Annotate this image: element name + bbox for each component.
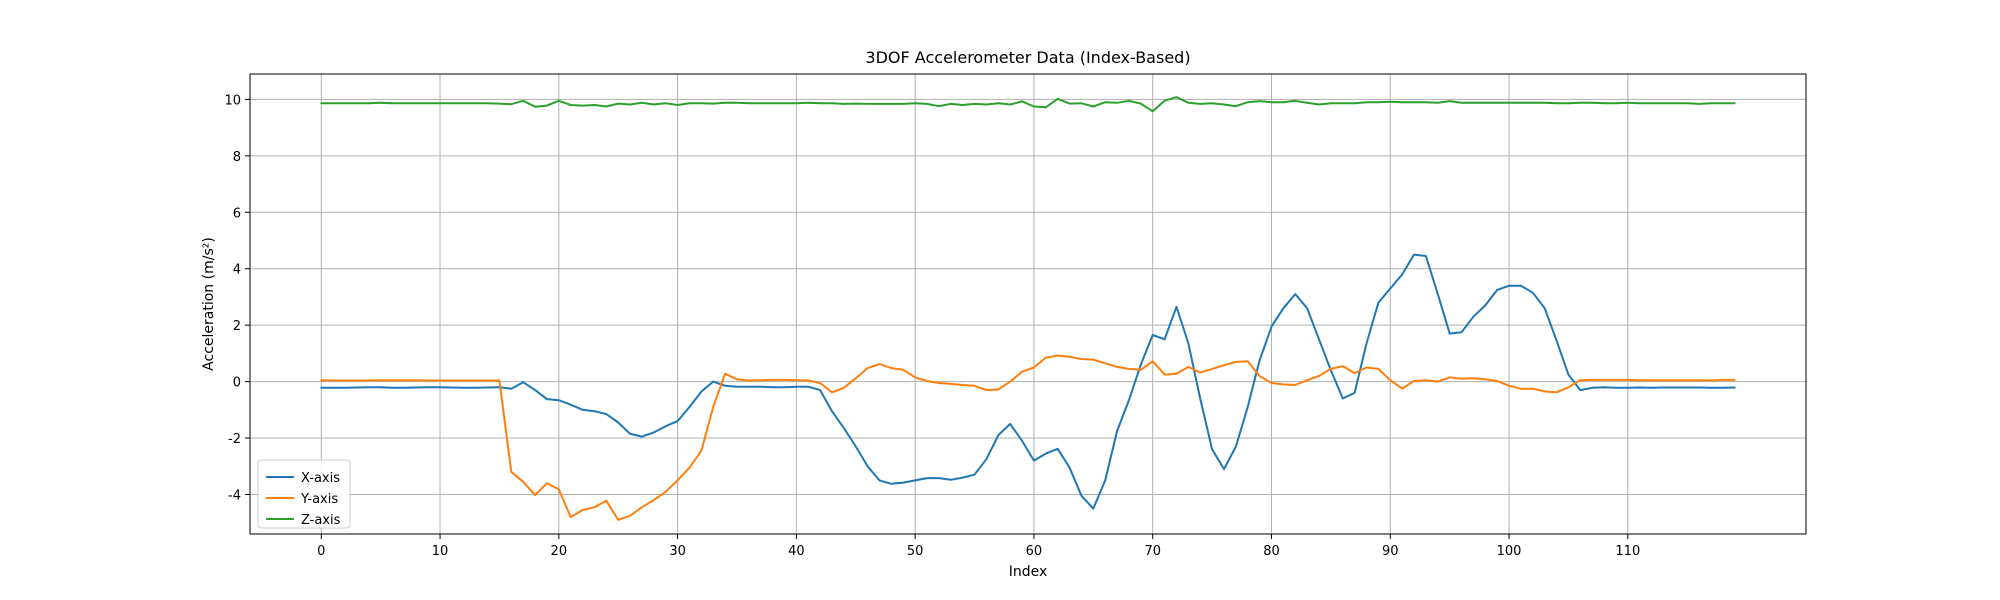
- x-axis: 0 10 20 30 40 50 60 70 80 90 100 110: [317, 534, 1640, 559]
- y-axis-label: Acceleration (m/s²): [201, 237, 217, 371]
- legend-label: Y-axis: [300, 492, 338, 507]
- x-tick-label: 60: [1026, 544, 1043, 559]
- x-tick-label: 40: [788, 544, 805, 559]
- series-line-z-axis: [320, 96, 1736, 113]
- x-tick-label: 20: [551, 544, 568, 559]
- y-tick-label: -2: [228, 432, 241, 447]
- x-tick-label: 80: [1263, 544, 1280, 559]
- x-tick-label: 90: [1382, 544, 1399, 559]
- y-tick-label: 10: [224, 93, 241, 108]
- x-axis-label: Index: [1009, 564, 1048, 580]
- y-tick-label: 8: [233, 150, 241, 165]
- chart-title: 3DOF Accelerometer Data (Index-Based): [865, 48, 1190, 67]
- x-tick-label: 30: [669, 544, 686, 559]
- y-tick-label: 2: [233, 319, 241, 334]
- x-tick-label: 10: [432, 544, 449, 559]
- y-tick-label: 6: [233, 206, 241, 221]
- legend-label: Z-axis: [301, 513, 341, 528]
- x-tick-label: 50: [907, 544, 924, 559]
- series-line-x-axis: [320, 253, 1736, 510]
- y-tick-label: 4: [233, 263, 241, 278]
- series-line-y-axis: [320, 354, 1736, 521]
- y-axis: -4 -2 0 2 4 6 8 10: [224, 93, 250, 503]
- legend-label: X-axis: [301, 471, 340, 486]
- y-tick-label: -4: [228, 488, 241, 503]
- plot-frame: [249, 73, 1807, 535]
- x-tick-label: 100: [1497, 544, 1522, 559]
- x-tick-label: 70: [1144, 544, 1161, 559]
- x-tick-label: 110: [1615, 544, 1640, 559]
- legend: X-axis Y-axis Z-axis: [257, 459, 351, 529]
- grid: [250, 74, 1806, 534]
- x-tick-label: 0: [317, 544, 325, 559]
- y-tick-label: 0: [233, 376, 241, 391]
- series-lines: [320, 96, 1736, 521]
